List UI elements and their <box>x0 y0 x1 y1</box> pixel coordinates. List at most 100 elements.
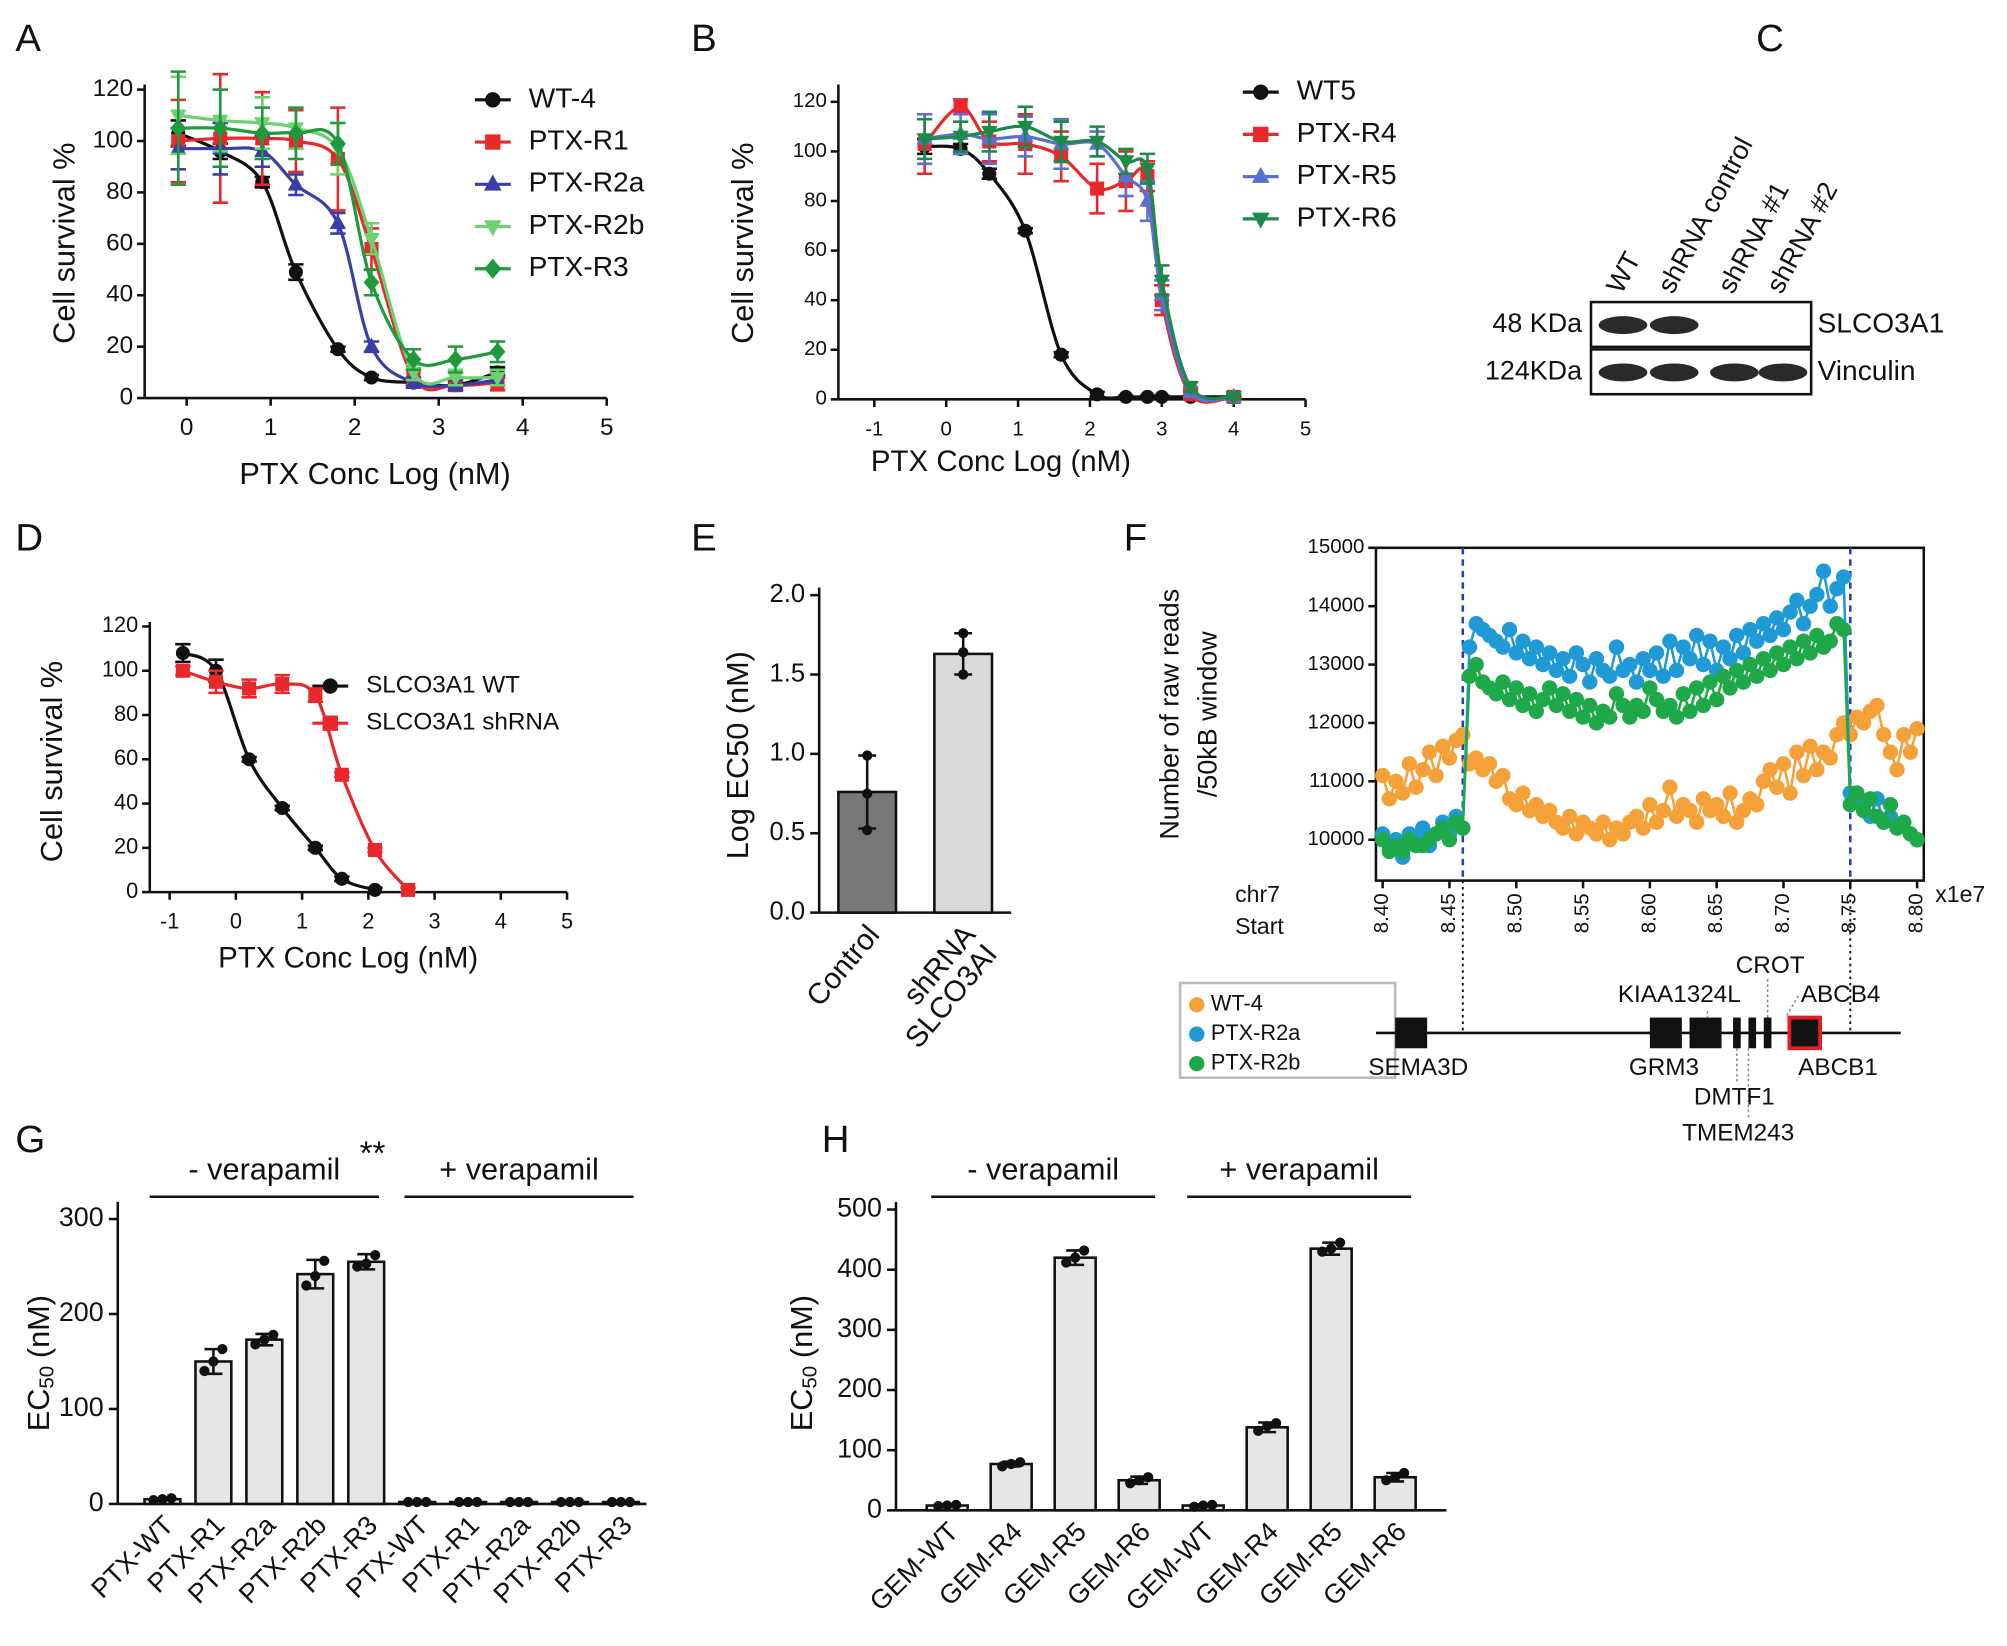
replicate-point <box>319 1255 330 1266</box>
replicate-point <box>217 1344 228 1355</box>
y-tick-label: 20 <box>114 834 138 859</box>
replicate-point <box>564 1496 576 1508</box>
data-point <box>1054 347 1069 362</box>
data-point <box>1889 761 1905 778</box>
replicate-point <box>1070 1252 1081 1263</box>
x-tick-label: 5 <box>600 414 614 441</box>
y-label-main: EC <box>21 1389 56 1432</box>
gene-box-highlight <box>1787 1015 1823 1051</box>
data-point <box>363 232 380 248</box>
data-point <box>1655 802 1671 819</box>
data-point <box>1501 621 1518 638</box>
replicate-point <box>166 1493 177 1504</box>
replicate-point <box>933 1500 944 1512</box>
data-point <box>1521 651 1538 667</box>
legend-marker <box>1251 166 1270 183</box>
data-point <box>1755 651 1772 667</box>
data-point <box>1541 645 1558 661</box>
legend-marker <box>322 715 338 731</box>
data-point <box>1548 662 1565 679</box>
data-point <box>1675 639 1691 655</box>
data-point <box>1635 820 1651 836</box>
x-tick-label: 3 <box>432 414 446 441</box>
legend-label: PTX-R4 <box>1297 117 1397 148</box>
data-point <box>1153 274 1170 290</box>
y-tick-label: 100 <box>837 1433 882 1463</box>
panel-letter: B <box>691 17 717 60</box>
data-point <box>1769 645 1785 661</box>
data-point <box>1715 639 1732 655</box>
data-point <box>1562 703 1578 719</box>
blot-band <box>1598 316 1648 335</box>
data-point <box>1795 767 1812 784</box>
bar <box>296 1272 335 1506</box>
data-point <box>1802 738 1818 754</box>
x-tick-label: Control <box>800 919 886 1013</box>
data-point <box>1695 791 1711 807</box>
replicate-point <box>259 1334 270 1345</box>
data-point <box>1742 656 1758 673</box>
x-tick-label: 2 <box>362 909 374 934</box>
legend-marker <box>1253 84 1269 100</box>
data-point <box>1749 797 1765 813</box>
replicate-point <box>1134 1475 1145 1486</box>
data-point <box>1508 797 1524 813</box>
data-point <box>489 371 506 387</box>
data-point <box>1775 656 1792 673</box>
data-point <box>1775 621 1792 638</box>
y-tick-label: 11000 <box>1309 769 1364 792</box>
data-point <box>1782 604 1798 620</box>
y-tick-label: 0.0 <box>770 897 806 925</box>
data-point <box>1628 808 1645 825</box>
panel-letter: H <box>822 1118 850 1161</box>
data-point <box>1662 633 1678 649</box>
data-point <box>1461 668 1478 684</box>
y-tick-label: 1.0 <box>770 739 806 767</box>
x-tick-label: 1 <box>296 909 308 934</box>
data-point <box>1789 744 1805 760</box>
replicate-point <box>268 1329 279 1341</box>
y-axis-label: /50kB window <box>1193 631 1223 797</box>
y-tick-label: 100 <box>59 1392 104 1422</box>
y-tick-label: 100 <box>93 126 134 153</box>
data-point <box>1642 797 1658 813</box>
data-point <box>170 118 187 138</box>
group-label: + verapamil <box>1219 1151 1379 1186</box>
data-point <box>952 130 969 146</box>
data-point <box>1708 691 1725 708</box>
data-point <box>242 681 257 696</box>
x-tick-label: 8.65 <box>1704 893 1727 933</box>
x-axis-label: chr7 <box>1235 881 1280 907</box>
y-tick-label: 200 <box>837 1373 882 1403</box>
data-point <box>1468 750 1484 766</box>
data-point <box>1909 832 1925 848</box>
data-point <box>1018 223 1033 238</box>
fit-curve <box>924 144 1234 400</box>
data-point <box>1662 779 1678 795</box>
data-point <box>1896 814 1912 830</box>
data-point <box>1655 668 1671 684</box>
data-point <box>1648 814 1665 830</box>
gene-leader <box>1784 995 1800 1018</box>
data-point <box>1575 656 1591 673</box>
data-point <box>212 118 229 138</box>
data-point <box>1749 668 1765 684</box>
data-point <box>175 646 190 661</box>
legend-label: WT-4 <box>1211 991 1263 1016</box>
data-point <box>1428 767 1444 784</box>
replicate-point <box>1006 1458 1017 1470</box>
replicate-point <box>573 1496 585 1508</box>
blot-band <box>1649 363 1699 382</box>
x-tick-label: 8.75 <box>1838 893 1861 933</box>
replicate-point <box>1143 1472 1154 1483</box>
data-point <box>1090 181 1105 196</box>
blot-band <box>1598 363 1648 382</box>
data-point <box>1729 627 1745 644</box>
x-tick-label: -1 <box>160 909 179 934</box>
data-point <box>1562 808 1578 825</box>
data-point <box>401 882 416 897</box>
data-point <box>1835 569 1852 585</box>
data-point <box>1876 726 1892 743</box>
data-point <box>334 767 349 782</box>
y-axis-label: Number of raw reads <box>1154 589 1184 840</box>
